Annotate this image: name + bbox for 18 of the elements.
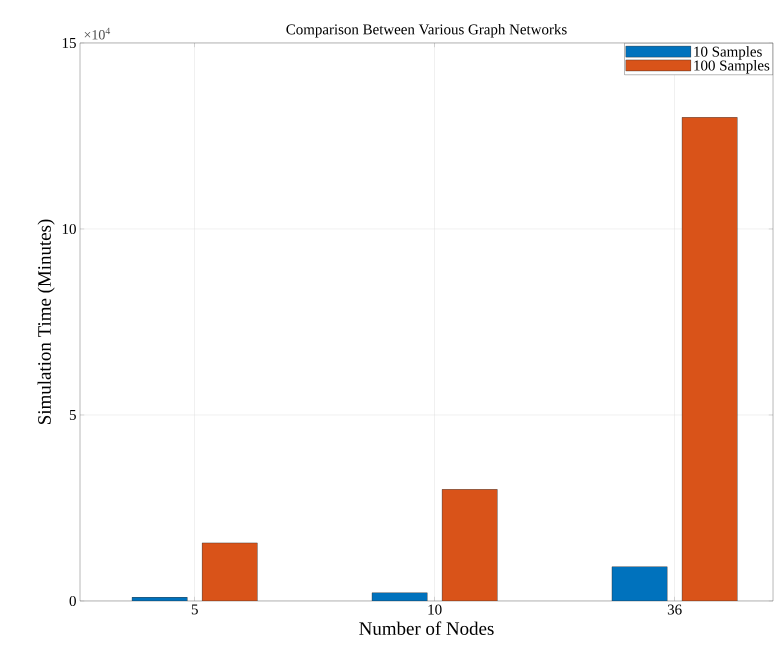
y-axis-title: Simulation Time (Minutes)	[38, 220, 55, 424]
chart-title: Comparison Between Various Graph Networks	[286, 24, 567, 38]
bar	[682, 117, 738, 601]
legend-label: 100 Samples	[694, 60, 770, 74]
bar	[612, 566, 668, 601]
y-tick-label: 10	[62, 224, 76, 234]
x-tick-label: 36	[668, 604, 682, 615]
y-tick-label: 5	[70, 410, 76, 420]
bar	[442, 489, 498, 601]
x-axis-title: Number of Nodes	[359, 621, 494, 635]
x-tick-label: 5	[192, 604, 198, 614]
bar	[372, 592, 428, 601]
y-tick-label: 15	[62, 38, 76, 48]
x-tick-label: 10	[428, 604, 442, 615]
legend-label: 10 Samples	[694, 46, 762, 60]
text: ×10$^{4}$	[84, 28, 110, 40]
bar	[202, 542, 258, 601]
y-tick-label: 0	[70, 596, 76, 606]
